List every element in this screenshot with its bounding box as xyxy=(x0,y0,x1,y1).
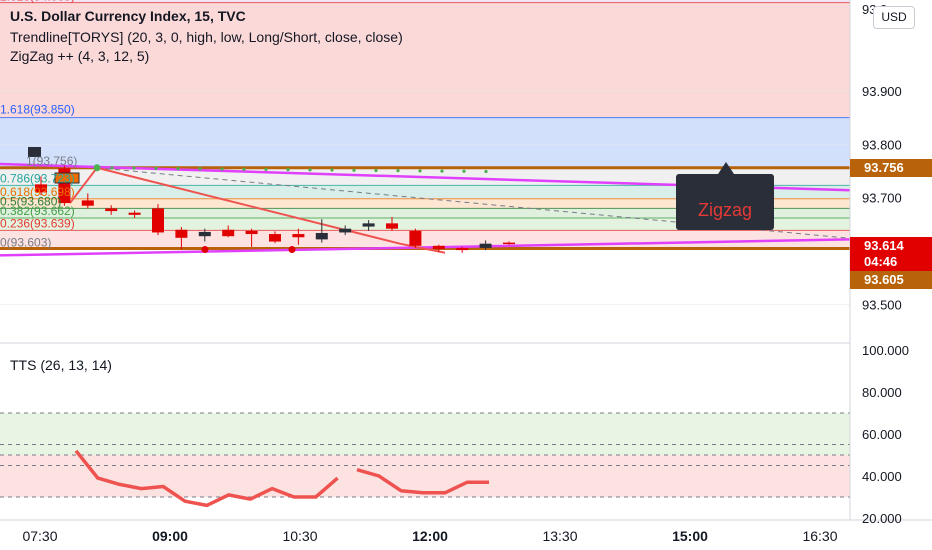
candle-body xyxy=(409,230,422,246)
zigzag-annotation[interactable]: Zigzag xyxy=(676,162,774,230)
candle-body xyxy=(198,231,211,237)
candle-body xyxy=(128,212,141,215)
price-tick: 93.500 xyxy=(862,298,902,313)
zigzag-annotation-text: Zigzag xyxy=(697,200,753,220)
candle-body xyxy=(28,147,41,157)
osc-series-line xyxy=(74,449,339,508)
fib-label: 1.618(93.850) xyxy=(0,103,75,117)
price-tag: 04:46 xyxy=(850,253,932,271)
trend-dot xyxy=(264,167,268,171)
fib-band xyxy=(0,230,850,250)
osc-tick: 80.000 xyxy=(862,385,902,400)
trend-dot xyxy=(176,166,180,171)
time-tick: 09:00 xyxy=(152,528,188,544)
time-tick: 12:00 xyxy=(412,528,448,544)
time-tick: 07:30 xyxy=(22,528,57,544)
osc-tick: 20.000 xyxy=(862,511,902,526)
zigzag-indicator-legend[interactable]: ZigZag ++ (4, 3, 12, 5) xyxy=(10,48,150,64)
candle-body xyxy=(222,229,235,237)
zigzag-line xyxy=(69,166,446,254)
fib-band xyxy=(0,208,850,219)
candles xyxy=(28,147,515,253)
price-tag: 93.756 xyxy=(850,158,932,177)
osc-tick: 40.000 xyxy=(862,469,902,484)
pivot-dot xyxy=(288,246,296,254)
trend-dot xyxy=(484,169,488,174)
candle-body xyxy=(386,223,398,229)
fib-labels: 1(93.756) 0.786(93.723)0.618(93.698)0.5(9… xyxy=(0,0,77,250)
time-tick: 13:30 xyxy=(542,528,577,544)
price-tag: 93.614 xyxy=(850,237,932,255)
trend-dot xyxy=(330,168,334,172)
trend-dot xyxy=(242,167,246,171)
candle-body xyxy=(315,232,328,240)
fib-band-top xyxy=(0,0,850,3)
candle-body xyxy=(105,208,118,212)
fib-label: 2.618(94.065) xyxy=(0,0,75,4)
trend-dot xyxy=(198,167,202,171)
currency-button[interactable]: USD xyxy=(873,6,915,29)
candle-body xyxy=(479,243,492,248)
fib-band xyxy=(0,117,850,168)
candle-body xyxy=(362,223,375,227)
osc-band-lower xyxy=(0,455,850,497)
fib-band xyxy=(0,2,850,118)
pivot-dot xyxy=(201,246,209,254)
fib-label: 0(93.603) xyxy=(0,236,51,250)
candle-body xyxy=(175,229,188,238)
candle-body xyxy=(81,200,94,206)
tts-oscillator-legend[interactable]: TTS (26, 13, 14) xyxy=(10,357,112,373)
osc-tick: 100.000 xyxy=(862,343,909,358)
candle-body xyxy=(503,242,515,245)
candle-body xyxy=(292,234,305,238)
candle-body xyxy=(54,172,80,184)
fib-band xyxy=(0,198,850,209)
fib-label: 1(93.756) xyxy=(26,154,77,168)
trend-dot xyxy=(374,168,378,173)
trend-dot xyxy=(352,168,356,172)
fib-label: 0.618(93.698) xyxy=(0,185,75,199)
fib-band xyxy=(0,185,850,199)
candle-body xyxy=(245,230,258,235)
price-tag: 93.605 xyxy=(850,271,932,289)
time-tick: 15:00 xyxy=(672,528,708,544)
trend-dot xyxy=(418,169,422,173)
candle-body xyxy=(339,228,352,233)
lower-trendline xyxy=(0,238,851,257)
price-tick: 93.700 xyxy=(862,191,902,206)
osc-tick: 60.000 xyxy=(862,427,902,442)
candle-body xyxy=(456,247,469,251)
fib-label: 0.236(93.639) xyxy=(0,216,75,230)
candle-body xyxy=(269,234,281,242)
trend-dot xyxy=(462,169,466,173)
osc-series-line xyxy=(356,468,489,495)
fib-band xyxy=(0,218,850,231)
time-tick: 10:30 xyxy=(282,528,317,544)
oscillator-pane xyxy=(0,342,932,550)
candle-body xyxy=(432,245,445,250)
candle-body xyxy=(35,184,47,193)
fib-label: 0.5(93.680) xyxy=(0,194,61,208)
fib-label: 0.786(93.723) xyxy=(0,171,75,185)
trend-dot xyxy=(440,169,444,173)
trendline-indicator-legend[interactable]: Trendline[TORYS] (20, 3, 0, high, low, L… xyxy=(10,29,403,45)
time-tick: 16:30 xyxy=(802,528,837,544)
trend-dot xyxy=(154,166,158,170)
trend-dot xyxy=(220,167,224,171)
trend-dot xyxy=(308,168,312,172)
price-tick: 93.800 xyxy=(862,137,902,152)
pivot-dot xyxy=(93,164,101,172)
candle-body xyxy=(152,208,164,233)
price-tick: 93.900 xyxy=(862,84,902,99)
trend-dot xyxy=(396,169,400,173)
osc-band-upper xyxy=(0,413,850,455)
symbol-legend[interactable]: U.S. Dollar Currency Index, 15, TVC xyxy=(10,8,246,24)
trend-dot xyxy=(132,166,136,170)
fib-label: 0.382(93.662) xyxy=(0,204,75,218)
trend-dot xyxy=(286,168,290,172)
trend-dot xyxy=(110,166,114,170)
